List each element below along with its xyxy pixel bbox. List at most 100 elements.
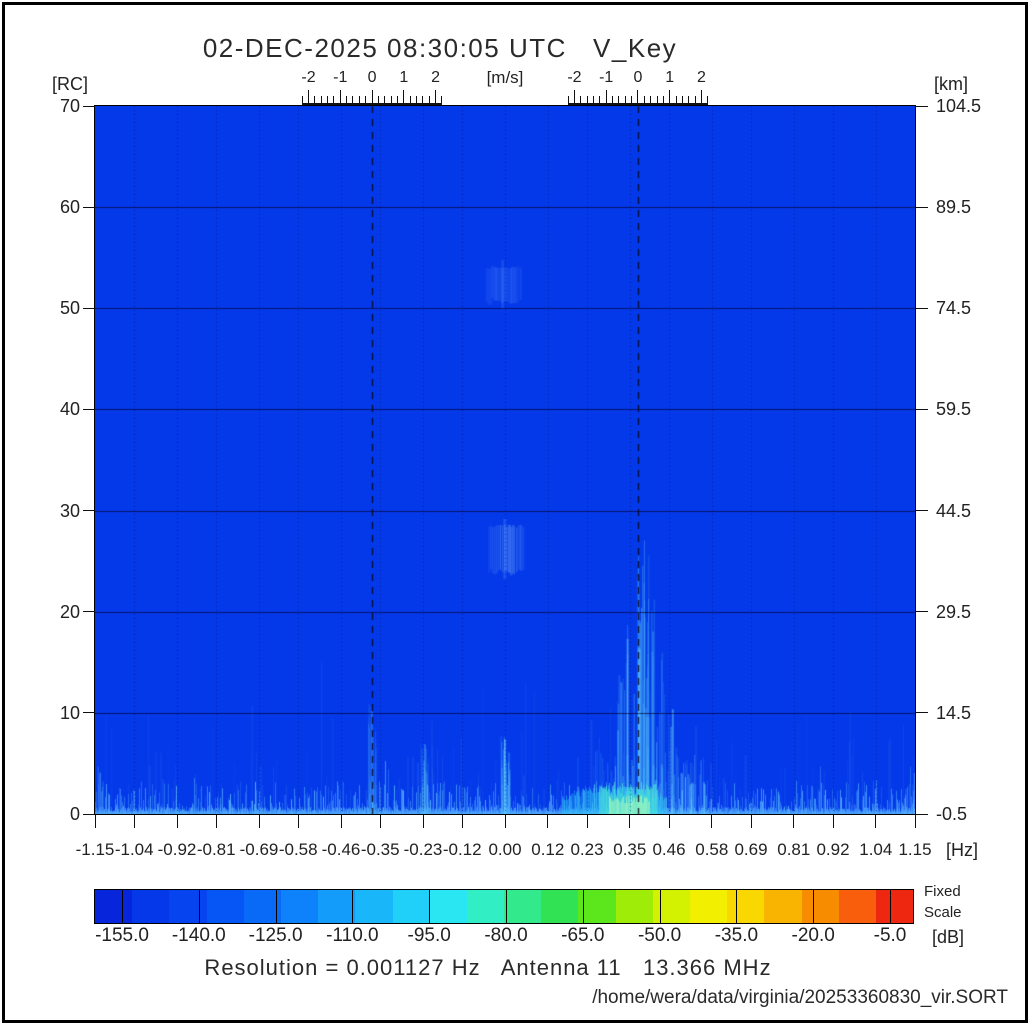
right-axis-tick-label: 44.5 xyxy=(936,500,972,521)
resolution-info-line: Resolution = 0.001127 Hz Antenna 11 13.3… xyxy=(204,955,772,980)
bottom-axis-tick-label: -0.23 xyxy=(403,840,443,859)
bottom-axis-tick-label: -0.69 xyxy=(239,840,279,859)
velocity-ruler-tick xyxy=(650,96,652,103)
bottom-axis-tick-label: -0.81 xyxy=(196,840,236,859)
colorbar-tick xyxy=(736,890,738,923)
bottom-axis-tick-label: -0.58 xyxy=(278,840,318,859)
velocity-ruler-tick xyxy=(580,96,582,103)
velocity-ruler-tick xyxy=(624,96,626,103)
velocity-ruler-baseline xyxy=(302,103,443,105)
velocity-ruler-tick xyxy=(358,96,360,103)
colorbar-unit-label: [dB] xyxy=(932,927,965,947)
velocity-ruler-tick xyxy=(618,96,620,103)
bottom-axis-tick-label: 0.92 xyxy=(816,840,850,859)
colorbar-tick-label: -155.0 xyxy=(95,925,149,946)
left-axis-tick xyxy=(83,206,95,208)
bottom-axis-tick-label: 1.04 xyxy=(859,840,893,859)
velocity-ruler-tick xyxy=(631,96,633,103)
velocity-ruler-tick xyxy=(637,90,639,103)
right-axis-unit-label: [km] xyxy=(934,74,968,94)
velocity-ruler-tick xyxy=(586,96,588,103)
colorbar-tick-label: -65.0 xyxy=(561,925,605,946)
colorbar-segment xyxy=(318,890,356,923)
colorbar-tick xyxy=(890,890,891,923)
velocity-axis-unit-label: [m/s] xyxy=(486,68,524,87)
velocity-ruler-tick xyxy=(599,96,601,103)
velocity-ruler-tick xyxy=(675,96,677,103)
bottom-axis-tick-label: -0.92 xyxy=(157,840,197,859)
colorbar-tick-label: -110.0 xyxy=(326,925,379,946)
bottom-axis-tick xyxy=(461,815,463,828)
colorbar-segment xyxy=(764,890,802,923)
colorbar-segment xyxy=(578,890,616,923)
bottom-axis-tick xyxy=(711,815,713,828)
colorbar-scale-label-2: Scale xyxy=(924,904,962,921)
bottom-axis-tick-label: -0.35 xyxy=(360,840,400,859)
velocity-ruler-tick xyxy=(441,96,443,103)
left-axis-tick-label: 50 xyxy=(59,298,80,319)
colorbar xyxy=(94,889,914,924)
colorbar-tick-label: -35.0 xyxy=(714,925,759,946)
colorbar-tick xyxy=(352,890,354,923)
bottom-axis-tick-label: 0.35 xyxy=(613,840,647,859)
colorbar-tick xyxy=(582,890,584,923)
velocity-ruler-tick xyxy=(688,96,690,103)
bottom-axis-tick-label: -1.15 xyxy=(75,840,115,859)
velocity-ruler-tick xyxy=(573,90,575,103)
colorbar-segment xyxy=(243,890,281,923)
velocity-ruler-tick-label: -1 xyxy=(333,69,348,86)
doppler-spectrum-heatmap xyxy=(95,106,915,814)
velocity-ruler-tick xyxy=(605,90,607,103)
colorbar-segment xyxy=(801,890,839,923)
colorbar-segment xyxy=(169,890,207,923)
colorbar-segment xyxy=(504,890,542,923)
right-axis-tick xyxy=(916,510,928,512)
colorbar-scale-label-1: Fixed xyxy=(924,883,961,900)
left-axis-tick-label: 70 xyxy=(59,96,80,116)
bottom-axis-tick xyxy=(668,815,670,828)
colorbar-tick xyxy=(429,890,431,923)
velocity-ruler-tick xyxy=(352,96,354,103)
velocity-ruler-tick xyxy=(428,96,430,103)
bottom-axis-tick xyxy=(547,815,549,828)
velocity-ruler-tick xyxy=(409,96,411,103)
left-axis-tick xyxy=(83,813,95,815)
velocity-ruler-tick xyxy=(339,90,341,103)
left-axis-tick xyxy=(83,307,95,309)
left-axis-tick-label: 10 xyxy=(59,702,80,723)
right-axis-tick-label: 59.5 xyxy=(936,399,972,420)
velocity-ruler-tick xyxy=(403,90,405,103)
left-axis-tick-label: 0 xyxy=(69,804,80,824)
velocity-ruler-tick xyxy=(643,96,645,103)
left-axis-tick-label: 60 xyxy=(59,197,80,218)
velocity-ruler-tick xyxy=(707,96,709,103)
colorbar-segment xyxy=(541,890,579,923)
colorbar-segment xyxy=(615,890,653,923)
bottom-axis-tick xyxy=(133,815,135,828)
bottom-axis-tick xyxy=(504,815,506,828)
colorbar-tick-label: -125.0 xyxy=(248,925,303,946)
right-axis-tick xyxy=(916,611,928,613)
colorbar-segment xyxy=(132,890,170,923)
velocity-ruler-tick-label: 0 xyxy=(633,69,643,86)
velocity-ruler-tick-label: 2 xyxy=(697,69,706,86)
colorbar-tick xyxy=(122,890,123,923)
bottom-axis-tick xyxy=(176,815,178,828)
bottom-axis-tick xyxy=(297,815,299,828)
colorbar-segment xyxy=(652,890,690,923)
velocity-ruler-tick xyxy=(333,96,335,103)
bottom-axis-tick xyxy=(586,815,588,828)
left-axis-tick-label: 40 xyxy=(59,399,80,420)
colorbar-segment xyxy=(727,890,765,923)
colorbar-tick-label: -5.0 xyxy=(873,925,907,946)
velocity-ruler-tick xyxy=(694,96,696,103)
colorbar-segment xyxy=(466,890,505,923)
right-axis-tick-label: -0.5 xyxy=(936,804,968,824)
bottom-axis-tick xyxy=(793,815,795,828)
velocity-ruler-tick xyxy=(314,96,316,103)
velocity-ruler-tick-label: 0 xyxy=(367,69,377,86)
velocity-ruler-tick xyxy=(612,96,614,103)
colorbar-tick-label: -95.0 xyxy=(407,925,451,946)
velocity-ruler-tick-label: 1 xyxy=(665,69,675,86)
bottom-axis-tick-label: 0.58 xyxy=(695,840,729,859)
